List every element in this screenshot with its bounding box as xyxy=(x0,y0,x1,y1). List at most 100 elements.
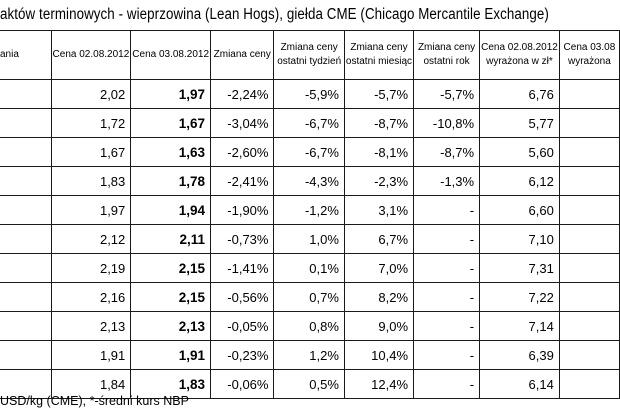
table-cell: -5,7% xyxy=(343,79,415,109)
table-cell: - xyxy=(413,195,481,225)
table-cell: 2,16 xyxy=(50,282,132,312)
table-cell: 1,97 xyxy=(50,195,132,225)
table-cell: 7,10 xyxy=(479,224,560,254)
table-title: aktów terminowych - wieprzowina (Lean Ho… xyxy=(0,6,549,23)
table-cell: -1,90% xyxy=(210,195,275,225)
table-cell: 1,83 xyxy=(50,166,132,196)
table-row: 2,12 2,11 -0,73% 1,0% 6,7% -7,10 xyxy=(0,224,620,254)
table-row: 2,16 2,15 -0,56% 0,7% 8,2% -7,22 xyxy=(0,282,620,312)
table-cell: -6,7% xyxy=(273,137,345,167)
table-cell: 1,67 xyxy=(50,137,132,167)
table-cell xyxy=(0,282,52,312)
table-cell: 6,39 xyxy=(479,340,560,370)
table-cell: -2,41% xyxy=(210,166,275,196)
column-header-line: ostatni miesiąc xyxy=(345,56,413,67)
column-header-line: Zmiana ceny xyxy=(280,42,338,53)
table-cell: 0,8% xyxy=(273,311,345,341)
table-cell: 0,5% xyxy=(273,369,345,399)
table-cell xyxy=(0,340,52,370)
table-cell: -8,7% xyxy=(413,137,481,167)
table-cell: 1,91 xyxy=(50,340,132,370)
table-cell: -2,24% xyxy=(210,79,275,109)
column-header: Zmiana ceny ostatni tydzień xyxy=(273,30,345,80)
table-cell: 10,4% xyxy=(343,340,415,370)
table-cell: - xyxy=(413,311,481,341)
table-cell: 6,60 xyxy=(479,195,560,225)
price-table: ania Cena 02.08.2012 Cena 03.08.2012 Zmiana… xyxy=(0,30,620,399)
table-row: 1,97 1,94 -1,90% -1,2% 3,1% -6,60 xyxy=(0,195,620,225)
table-row: 2,02 1,97 -2,24% -5,9% -5,7% -5,7% 6,76 xyxy=(0,79,620,109)
column-header-line: Cena 02.08.2012 xyxy=(52,49,130,60)
table-cell: -0,06% xyxy=(210,369,275,399)
table-row: 1,67 1,63 -2,60% -6,7% -8,1% -8,7% 5,60 xyxy=(0,137,620,167)
table-row: 1,83 1,78 -2,41% -4,3% -2,3% -1,3% 6,12 xyxy=(0,166,620,196)
column-header: ania xyxy=(0,30,52,80)
table-cell xyxy=(0,224,52,254)
column-header-line: ania xyxy=(0,49,19,60)
table-cell: -4,3% xyxy=(273,166,345,196)
table-cell xyxy=(558,224,620,254)
table-cell: 8,2% xyxy=(343,282,415,312)
table-cell xyxy=(558,166,620,196)
table-cell: - xyxy=(413,253,481,283)
column-header: Cena 03.08 wyrażona xyxy=(558,30,620,80)
table-cell: 1,72 xyxy=(50,108,132,138)
table-cell xyxy=(558,108,620,138)
table-cell: -5,7% xyxy=(413,79,481,109)
table-cell xyxy=(558,311,620,341)
table-cell: 1,0% xyxy=(273,224,345,254)
table-cell: 0,7% xyxy=(273,282,345,312)
table-cell: 7,0% xyxy=(343,253,415,283)
table-cell: 2,15 xyxy=(130,253,212,283)
table-cell xyxy=(0,137,52,167)
table-cell xyxy=(558,79,620,109)
table-cell: -1,41% xyxy=(210,253,275,283)
table-cell: 1,83 xyxy=(130,369,212,399)
table-cell: 6,7% xyxy=(343,224,415,254)
column-header-line: Zmiana ceny xyxy=(417,42,476,53)
table-cell: - xyxy=(413,282,481,312)
table-cell: 2,13 xyxy=(130,311,212,341)
column-header-line: wyrażona xyxy=(568,56,611,67)
column-header-line: Zmiana ceny xyxy=(213,49,271,60)
table-cell xyxy=(0,79,52,109)
table-cell: -2,60% xyxy=(210,137,275,167)
column-header-line: ostatni rok xyxy=(423,56,470,67)
column-header-line: wyrażona w zł* xyxy=(486,56,553,67)
table-cell: -8,7% xyxy=(343,108,415,138)
table-cell xyxy=(558,369,620,399)
column-header: Zmiana ceny xyxy=(210,30,275,80)
table-cell: 1,63 xyxy=(130,137,212,167)
table-cell: - xyxy=(413,340,481,370)
table-footnote: USD/kg (CME), *-średni kurs NBP xyxy=(0,394,189,408)
table-cell: -3,04% xyxy=(210,108,275,138)
table-cell xyxy=(0,311,52,341)
table-cell: 3,1% xyxy=(343,195,415,225)
table-cell: 5,60 xyxy=(479,137,560,167)
table-cell: 1,94 xyxy=(130,195,212,225)
table-cell: - xyxy=(413,224,481,254)
table-cell: 1,78 xyxy=(130,166,212,196)
table-cell: -0,73% xyxy=(210,224,275,254)
table-cell: 2,13 xyxy=(50,311,132,341)
table-cell: 1,84 xyxy=(50,369,132,399)
table-cell: 2,19 xyxy=(50,253,132,283)
column-header-line: Zmiana ceny xyxy=(350,42,408,53)
table-cell xyxy=(0,369,52,399)
table-cell xyxy=(558,195,620,225)
table-cell xyxy=(558,340,620,370)
table-cell: -5,9% xyxy=(273,79,345,109)
table-cell: 7,31 xyxy=(479,253,560,283)
table-cell xyxy=(0,195,52,225)
column-header-line: Cena 03.08 xyxy=(563,42,616,53)
table-cell xyxy=(0,108,52,138)
column-header: Cena 02.08.2012 wyrażona w zł* xyxy=(479,30,560,80)
column-header: Zmiana ceny ostatni rok xyxy=(413,30,481,80)
table-cell: 7,22 xyxy=(479,282,560,312)
table-cell: -2,3% xyxy=(343,166,415,196)
table-cell: 1,91 xyxy=(130,340,212,370)
table-cell: -0,23% xyxy=(210,340,275,370)
table-row: 1,91 1,91 -0,23% 1,2% 10,4% -6,39 xyxy=(0,340,620,370)
table-cell xyxy=(0,253,52,283)
table-cell xyxy=(558,282,620,312)
